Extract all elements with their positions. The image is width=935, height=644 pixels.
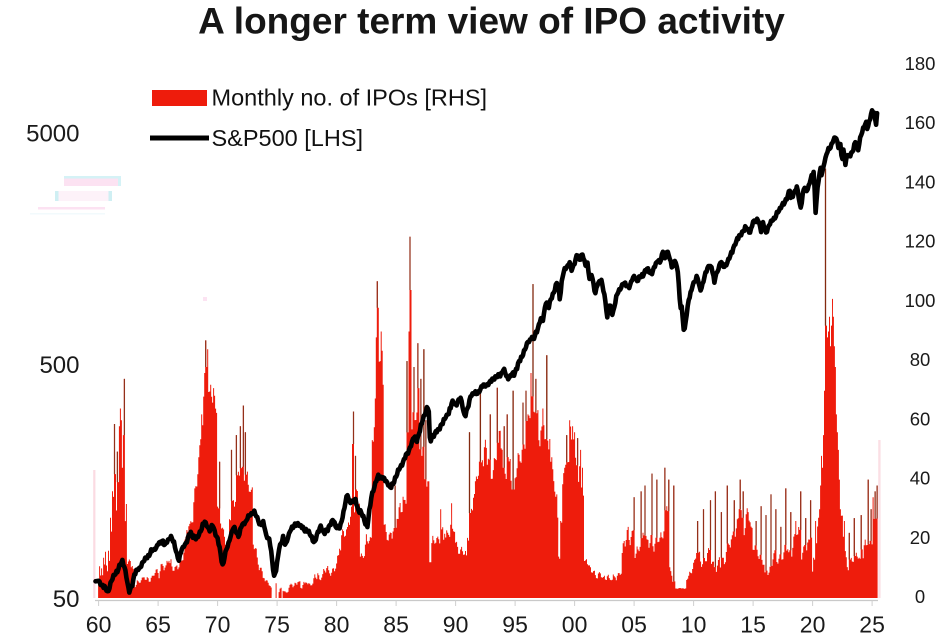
svg-text:60: 60 [910,408,931,429]
svg-text:15: 15 [740,612,766,638]
svg-text:60: 60 [86,612,112,638]
svg-text:120: 120 [905,231,935,252]
svg-text:95: 95 [502,612,528,638]
svg-text:180: 180 [905,53,935,74]
svg-text:65: 65 [145,612,171,638]
svg-text:25: 25 [859,612,885,638]
svg-text:80: 80 [910,349,931,370]
svg-text:160: 160 [905,112,935,133]
svg-text:Monthly no. of IPOs [RHS]: Monthly no. of IPOs [RHS] [212,85,488,111]
svg-text:500: 500 [39,352,79,379]
svg-text:40: 40 [910,468,931,489]
svg-text:0: 0 [915,586,925,607]
svg-text:80: 80 [324,612,350,638]
svg-text:A longer term view of IPO acti: A longer term view of IPO activity [198,1,785,42]
svg-text:10: 10 [681,612,707,638]
svg-text:50: 50 [53,586,80,613]
svg-text:100: 100 [905,290,935,311]
svg-text:05: 05 [621,612,647,638]
svg-text:140: 140 [905,171,935,192]
svg-text:20: 20 [910,527,931,548]
svg-text:90: 90 [443,612,469,638]
svg-text:75: 75 [264,612,290,638]
svg-text:00: 00 [562,612,588,638]
svg-text:5000: 5000 [26,121,79,148]
svg-text:20: 20 [800,612,826,638]
svg-text:70: 70 [205,612,231,638]
svg-text:85: 85 [383,612,409,638]
svg-text:S&P500 [LHS]: S&P500 [LHS] [212,125,364,151]
